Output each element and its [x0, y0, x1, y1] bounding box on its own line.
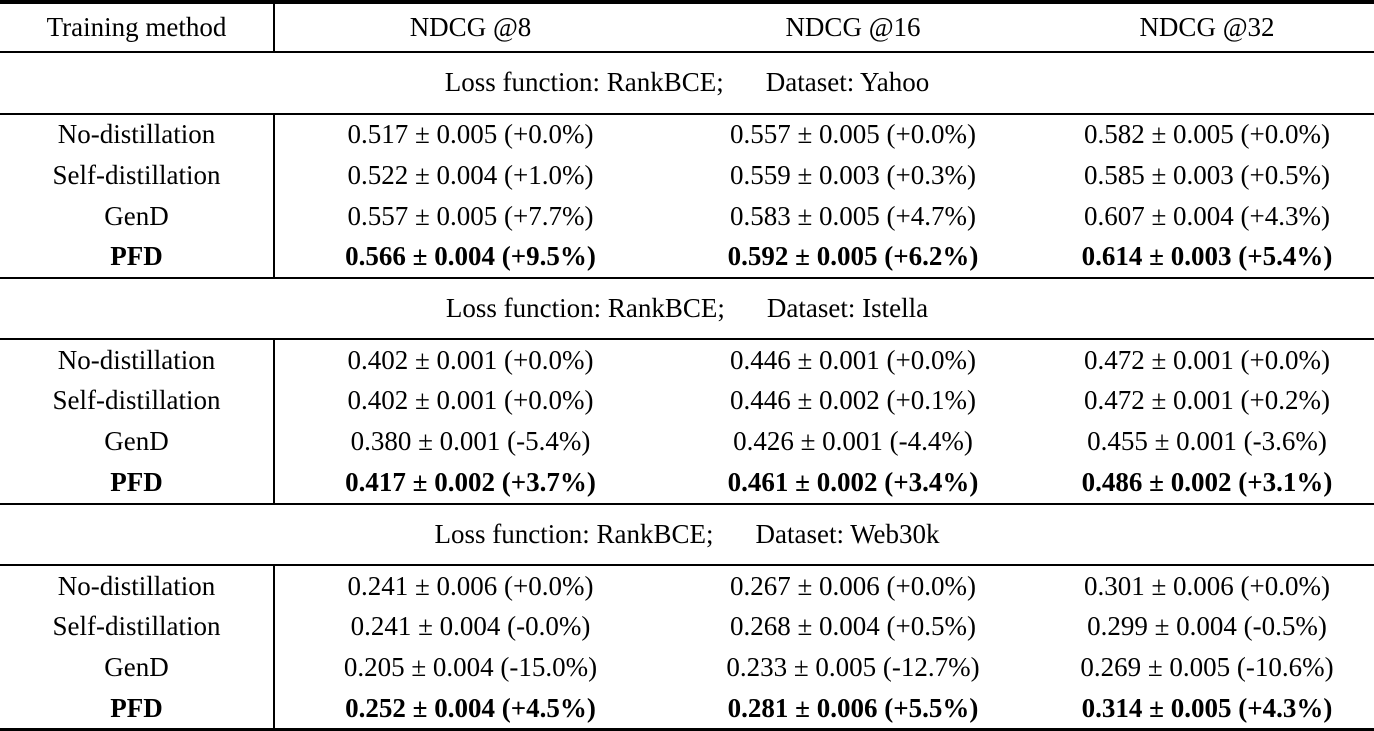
value-cell: 0.522 ± 0.004 (+1.0%)	[347, 159, 594, 190]
value-cell: 0.559 ± 0.003 (+0.3%)	[729, 159, 977, 190]
value-cell: 0.455 ± 0.001 (-3.6%)	[1087, 426, 1327, 457]
table-row: GenD 0.380 ± 0.001 (-5.4%) 0.426 ± 0.001…	[0, 421, 1374, 463]
value-cell: 0.472 ± 0.001 (+0.0%)	[1083, 344, 1331, 375]
method-cell: GenD	[0, 421, 275, 463]
section-dataset-label: Dataset: Web30k	[755, 518, 940, 549]
value-cell: 0.301 ± 0.006 (+0.0%)	[1083, 570, 1331, 601]
method-cell: Self-distillation	[0, 154, 275, 196]
method-cell: Self-distillation	[0, 380, 275, 422]
method-cell: GenD	[0, 647, 275, 689]
section-loss-label: Loss function: RankBCE;	[445, 293, 725, 324]
table-row: PFD 0.252 ± 0.004 (+4.5%) 0.281 ± 0.006 …	[0, 688, 1374, 730]
table-row: Self-distillation 0.241 ± 0.004 (-0.0%) …	[0, 606, 1374, 648]
table-row: No-distillation 0.241 ± 0.006 (+0.0%) 0.…	[0, 565, 1374, 607]
table-row: No-distillation 0.402 ± 0.001 (+0.0%) 0.…	[0, 339, 1374, 381]
value-cell: 0.402 ± 0.001 (+0.0%)	[347, 385, 594, 416]
value-cell: 0.281 ± 0.006 (+5.5%)	[727, 692, 979, 723]
section-loss-label: Loss function: RankBCE;	[444, 67, 724, 98]
value-cell: 0.268 ± 0.004 (+0.5%)	[729, 611, 977, 642]
value-cell: 0.446 ± 0.002 (+0.1%)	[729, 385, 977, 416]
value-cell: 0.517 ± 0.005 (+0.0%)	[347, 119, 594, 150]
value-cell: 0.614 ± 0.003 (+5.4%)	[1081, 241, 1333, 272]
section-header-row: Loss function: RankBCE; Dataset: Yahoo	[0, 51, 1374, 115]
section-dataset-label: Dataset: Istella	[766, 293, 929, 324]
method-cell: PFD	[0, 462, 275, 504]
value-cell: 0.233 ± 0.005 (-12.7%)	[726, 652, 980, 683]
value-cell: 0.426 ± 0.001 (-4.4%)	[733, 426, 973, 457]
section-loss-label: Loss function: RankBCE;	[434, 518, 714, 549]
header-row: Training method NDCG @8 NDCG @16 NDCG @32	[0, 2, 1374, 53]
section-header-cell: Loss function: RankBCE; Dataset: Yahoo	[0, 51, 1374, 115]
value-cell: 0.592 ± 0.005 (+6.2%)	[727, 241, 979, 272]
value-cell: 0.461 ± 0.002 (+3.4%)	[727, 467, 979, 497]
section-dataset-label: Dataset: Yahoo	[765, 67, 930, 98]
method-cell: GenD	[0, 195, 275, 237]
method-cell: No-distillation	[0, 113, 275, 155]
value-cell: 0.252 ± 0.004 (+4.5%)	[345, 692, 596, 723]
method-cell: Self-distillation	[0, 606, 275, 648]
value-cell: 0.557 ± 0.005 (+0.0%)	[729, 119, 977, 150]
value-cell: 0.299 ± 0.004 (-0.5%)	[1087, 611, 1327, 642]
section-header-row: Loss function: RankBCE; Dataset: Istella	[0, 276, 1374, 341]
value-cell: 0.205 ± 0.004 (-15.0%)	[343, 652, 598, 683]
section-header-row: Loss function: RankBCE; Dataset: Web30k	[0, 502, 1374, 567]
table-row: GenD 0.205 ± 0.004 (-15.0%) 0.233 ± 0.00…	[0, 647, 1374, 689]
value-cell: 0.557 ± 0.005 (+7.7%)	[347, 200, 594, 231]
value-cell: 0.486 ± 0.002 (+3.1%)	[1081, 467, 1333, 497]
method-cell: PFD	[0, 688, 275, 730]
value-cell: 0.402 ± 0.001 (+0.0%)	[347, 344, 594, 375]
value-cell: 0.472 ± 0.001 (+0.2%)	[1083, 385, 1331, 416]
section-header-cell: Loss function: RankBCE; Dataset: Istella	[0, 276, 1374, 341]
value-cell: 0.417 ± 0.002 (+3.7%)	[345, 467, 596, 497]
table-row: Self-distillation 0.402 ± 0.001 (+0.0%) …	[0, 380, 1374, 422]
value-cell: 0.585 ± 0.003 (+0.5%)	[1083, 159, 1331, 190]
column-header: NDCG @8	[274, 2, 666, 53]
value-cell: 0.380 ± 0.001 (-5.4%)	[350, 426, 591, 457]
table-row: PFD 0.417 ± 0.002 (+3.7%) 0.461 ± 0.002 …	[0, 462, 1374, 504]
section-header-cell: Loss function: RankBCE; Dataset: Web30k	[0, 502, 1374, 567]
column-header: Training method	[0, 2, 275, 53]
value-cell: 0.314 ± 0.005 (+4.3%)	[1081, 692, 1333, 723]
column-header: NDCG @16	[666, 2, 1040, 53]
table-row: Self-distillation 0.522 ± 0.004 (+1.0%) …	[0, 154, 1374, 196]
table-body: Loss function: RankBCE; Dataset: Yahoo No…	[0, 51, 1374, 730]
value-cell: 0.269 ± 0.005 (-10.6%)	[1080, 652, 1334, 683]
method-cell: PFD	[0, 236, 275, 278]
value-cell: 0.241 ± 0.006 (+0.0%)	[347, 570, 594, 601]
table-row: PFD 0.566 ± 0.004 (+9.5%) 0.592 ± 0.005 …	[0, 236, 1374, 278]
method-cell: No-distillation	[0, 565, 275, 607]
value-cell: 0.267 ± 0.006 (+0.0%)	[729, 570, 977, 601]
table-row: No-distillation 0.517 ± 0.005 (+0.0%) 0.…	[0, 113, 1374, 155]
value-cell: 0.607 ± 0.004 (+4.3%)	[1083, 200, 1331, 231]
table-row: GenD 0.557 ± 0.005 (+7.7%) 0.583 ± 0.005…	[0, 195, 1374, 237]
value-cell: 0.582 ± 0.005 (+0.0%)	[1083, 119, 1331, 150]
value-cell: 0.583 ± 0.005 (+4.7%)	[729, 200, 977, 231]
column-header: NDCG @32	[1040, 2, 1374, 53]
value-cell: 0.446 ± 0.001 (+0.0%)	[729, 344, 977, 375]
value-cell: 0.241 ± 0.004 (-0.0%)	[350, 611, 591, 642]
method-cell: No-distillation	[0, 339, 275, 381]
value-cell: 0.566 ± 0.004 (+9.5%)	[345, 241, 596, 272]
